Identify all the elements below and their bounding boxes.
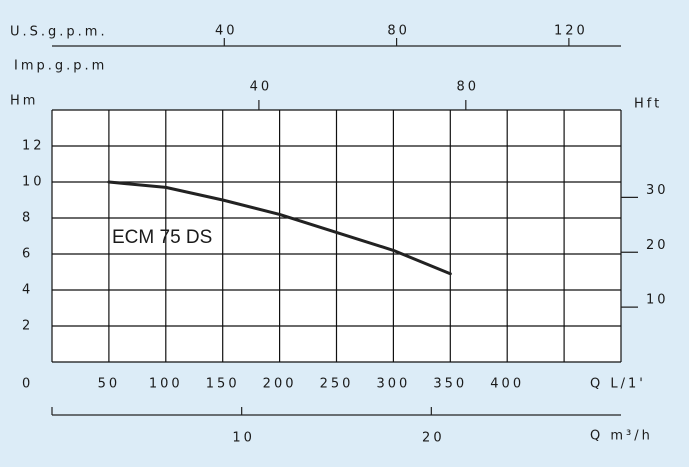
m3h-label: Q m³/h xyxy=(590,429,653,444)
m3h-tick-label: 10 xyxy=(232,431,255,446)
x-axis-label: Q L/1' xyxy=(590,377,646,392)
y-tick-label: 6 xyxy=(22,247,33,262)
y-tick-label: 0 xyxy=(22,377,33,392)
impgpm-tick-label: 40 xyxy=(250,80,273,95)
impgpm-label: Imp.g.p.m xyxy=(14,59,107,74)
x-tick-label: 350 xyxy=(433,377,467,392)
y2-tick-label: 10 xyxy=(646,293,669,308)
x-tick-label: 100 xyxy=(149,377,183,392)
x-tick-label: 250 xyxy=(320,377,354,392)
pump-curve xyxy=(107,180,452,276)
series-label: ECM 75 DS xyxy=(112,227,212,248)
y-tick-label: 2 xyxy=(22,319,33,334)
y2-tick-label: 30 xyxy=(646,183,669,198)
x-tick-label: 400 xyxy=(490,377,524,392)
x-tick-label: 150 xyxy=(206,377,240,392)
y-tick-label: 10 xyxy=(22,175,45,190)
usgpm-label: U.S.g.p.m. xyxy=(10,25,108,40)
usgpm-tick-label: 80 xyxy=(387,24,410,39)
impgpm-tick-label: 80 xyxy=(457,80,480,95)
y-axis-label: Hm xyxy=(10,94,38,109)
y2-tick-label: 20 xyxy=(646,238,669,253)
usgpm-tick-label: 120 xyxy=(554,24,588,39)
m3h-tick-label: 20 xyxy=(422,431,445,446)
x-tick-label: 200 xyxy=(263,377,297,392)
y-tick-label: 8 xyxy=(22,211,33,226)
usgpm-tick-label: 40 xyxy=(215,24,238,39)
x-tick-label: 300 xyxy=(376,377,410,392)
y-tick-label: 12 xyxy=(22,139,45,154)
y2-axis-label: Hft xyxy=(634,97,662,112)
y-tick-label: 4 xyxy=(22,283,33,298)
x-tick-label: 50 xyxy=(98,377,121,392)
